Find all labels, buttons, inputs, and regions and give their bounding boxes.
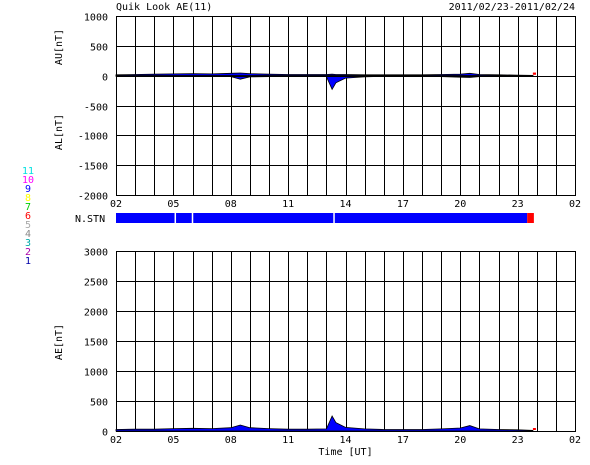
ae-ytick-label: 1500 [84, 338, 108, 349]
ae-ytick-label: 500 [90, 398, 108, 409]
au-al-ytick-label: -500 [84, 103, 108, 114]
au-al-xtick-label: 23 [512, 199, 524, 210]
date-range: 2011/02/23-2011/02/24 [449, 2, 575, 13]
au-al-series-al [115, 75, 534, 91]
ae-frame [116, 251, 576, 432]
al-axis-label: AL[nT] [54, 114, 65, 150]
ae-xtick-label: 23 [512, 435, 524, 446]
au-al-ytick-label: 0 [102, 73, 108, 84]
ae-ytick-label: 3000 [84, 248, 108, 259]
au-al-xtick-label: 05 [167, 199, 179, 210]
nstn-segment [527, 213, 534, 223]
station-legend-item: 1 [25, 256, 31, 267]
ae-axis-label: AE[nT] [54, 324, 65, 360]
au-al-ytick-label: -1000 [78, 132, 108, 143]
ae-ytick-label: 0 [102, 428, 108, 439]
ae-ytick-label: 2000 [84, 308, 108, 319]
station-legend-item: 10 [22, 175, 34, 186]
station-count-bar: N.STN [75, 213, 534, 225]
au-al-ytick-label: -1500 [78, 162, 108, 173]
ae-ytick-label: 1000 [84, 368, 108, 379]
au-al-xtick-label: 20 [454, 199, 466, 210]
station-legend-item: 3 [25, 238, 31, 249]
station-legend-item: 5 [25, 220, 31, 231]
au-al-ytick-label: 500 [90, 43, 108, 54]
au-al-xtick-label: 14 [339, 199, 351, 210]
au-al-ytick-label: -2000 [78, 192, 108, 203]
ae-xtick-label: 02 [110, 435, 122, 446]
station-legend-item: 8 [25, 193, 31, 204]
au-al-ytick-label: 1000 [84, 13, 108, 24]
au-al-frame [116, 16, 576, 196]
au-al-xtick-label: 02 [110, 199, 122, 210]
ae-xtick-label: 11 [282, 435, 294, 446]
station-legend-item: 4 [25, 229, 31, 240]
ae-xtick-label: 08 [225, 435, 237, 446]
ae-xtick-label: 20 [454, 435, 466, 446]
ae-series-ae [115, 415, 534, 432]
ae-xtick-label: 05 [167, 435, 179, 446]
ae-ytick-label: 2500 [84, 278, 108, 289]
figure-title: Quik Look AE(11) [116, 2, 212, 13]
time-axis-label: Time [UT] [318, 447, 372, 458]
au-al-xtick-label: 11 [282, 199, 294, 210]
ae-xtick-label: 17 [397, 435, 409, 446]
nstn-segment [116, 213, 528, 223]
station-legend-item: 11 [22, 166, 34, 177]
ae-xtick-label: 14 [339, 435, 351, 446]
station-legend-item: 2 [25, 247, 31, 258]
au-al-xtick-label: 02 [569, 199, 581, 210]
station-legend-item: 9 [25, 184, 31, 195]
au-axis-label: AU[nT] [54, 29, 65, 65]
station-legend-item: 7 [25, 202, 31, 213]
au-al-xtick-label: 08 [225, 199, 237, 210]
ae-xtick-label: 02 [569, 435, 581, 446]
station-legend-item: 6 [25, 211, 31, 222]
au-al-series-au [115, 72, 534, 77]
nstn-label: N.STN [75, 214, 105, 225]
au-al-xtick-label: 17 [397, 199, 409, 210]
